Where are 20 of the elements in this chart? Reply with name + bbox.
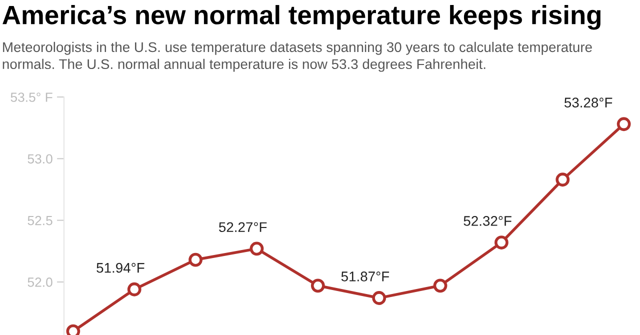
chart-title: America’s new normal temperature keeps rising: [2, 5, 600, 30]
data-label: 52.27°F: [219, 222, 267, 232]
point: [433, 278, 448, 293]
point: [127, 282, 142, 296]
point: [310, 278, 325, 293]
y-tick-label: 52.5: [28, 216, 52, 226]
y-tick-label: 53.5° F: [10, 92, 52, 102]
data-label: 51.87°F: [341, 272, 390, 282]
data-label: 51.94°F: [96, 262, 144, 273]
point: [494, 236, 508, 250]
point: [188, 252, 202, 267]
point: [250, 242, 264, 256]
data-label: 53.28°F: [564, 98, 612, 108]
point: [556, 172, 570, 187]
y-tick-label: 52.0: [28, 278, 52, 287]
point: [372, 291, 386, 305]
data-label: 52.32°F: [464, 216, 512, 226]
chart-subtitle: Meteorologists in the U.S. use temperature datasets spanning 30 years to calculate temperature normals. The U.S. normal annual temperature is now 53.3 degrees Fahrenheit.: [2, 42, 592, 72]
point: [616, 117, 631, 132]
y-tick-label: 53.0: [28, 154, 52, 164]
